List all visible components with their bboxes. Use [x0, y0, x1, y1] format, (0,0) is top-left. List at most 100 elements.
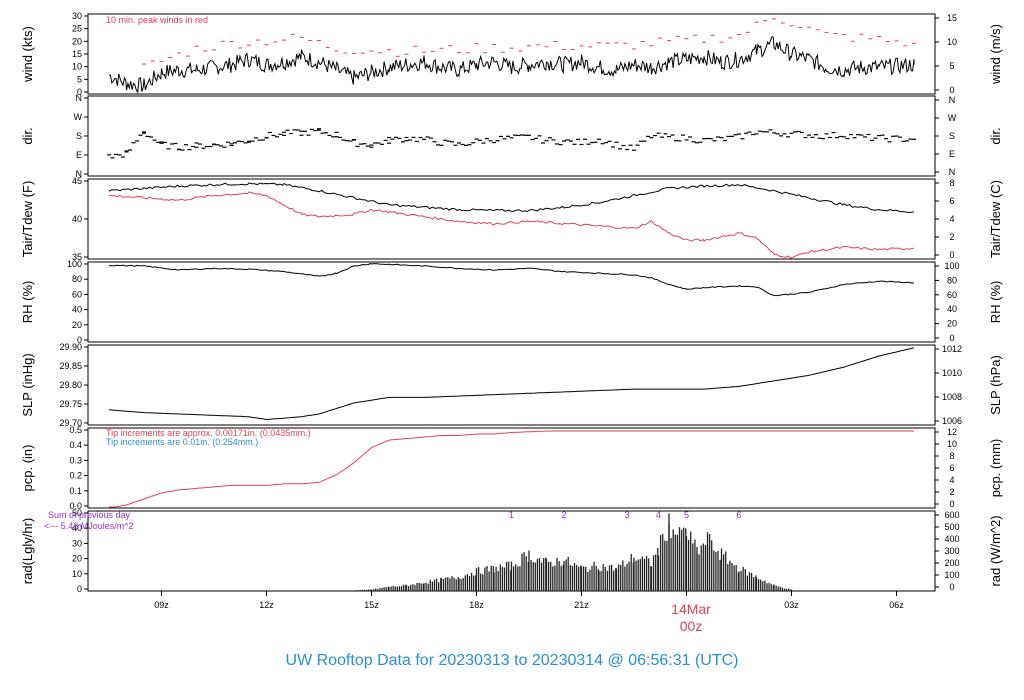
rad-ylabel-right: rad (W/m^2)	[988, 515, 1003, 586]
pcp-right-tick-label: 12	[947, 427, 957, 437]
dir-ylabel-right: dir.	[988, 127, 1003, 144]
footer-title: UW Rooftop Data for 20230313 to 20230314…	[286, 652, 739, 669]
dir-right-tick-label: E	[949, 149, 955, 159]
pcp-annotation-1: Tip increments are approx. 0.00171in. (0…	[106, 428, 311, 438]
pcp-right-tick-label: 4	[949, 475, 954, 485]
panel-temp: 35 40 45 0 2 4 6 8 Tair/Tdew (F) Tair/Tdew (C)	[20, 176, 1003, 262]
slp-frame	[87, 344, 936, 426]
rad-annotation-2: <--- 5.43 MJoules/m^2	[44, 521, 134, 531]
temp-ylabel-left: Tair/Tdew (F)	[20, 181, 35, 258]
slp-ylabel-right: SLP (hPa)	[988, 355, 1003, 415]
slp-right-tick-label: 1012	[942, 344, 962, 354]
slp-left-tick-label: 29.70	[59, 418, 82, 428]
rh-right-tick-label: 20	[947, 319, 957, 329]
temp-left-tick-label: 35	[72, 252, 82, 262]
dir-left-tick-label: N	[76, 169, 83, 179]
temp-left-tick-label: 40	[72, 214, 82, 224]
dir-right-tick-label: S	[949, 131, 955, 141]
pcp-series-line	[109, 430, 914, 508]
slp-right-tick-label: 1006	[942, 416, 962, 426]
wind-series-line	[108, 36, 915, 94]
rad-right-tick-label: 100	[944, 570, 959, 580]
temp-ylabel-right: Tair/Tdew (C)	[988, 180, 1003, 258]
slp-series-line	[108, 347, 915, 421]
rh-right-tick-label: 0	[949, 333, 954, 343]
temp-series-line	[108, 182, 914, 214]
rh-left-tick-label: 60	[72, 289, 82, 299]
wind-left-tick-label: 0	[77, 87, 82, 97]
rh-left-tick-label: 40	[72, 305, 82, 315]
slp-left-tick-label: 29.75	[59, 399, 82, 409]
slp-right-tick-label: 1010	[942, 368, 962, 378]
pcp-ylabel-right: pcp. (mm)	[988, 439, 1003, 498]
pcp-right-tick-label: 2	[949, 487, 954, 497]
x-tick-label: 12z	[259, 600, 274, 610]
date-marker-day: 14Mar	[671, 601, 711, 617]
slp-left-tick-label: 29.80	[59, 380, 82, 390]
temp-frame	[87, 178, 936, 260]
date-marker-time: 00z	[680, 618, 703, 634]
wind-right-tick-label: 5	[949, 61, 954, 71]
temp-right-tick-label: 2	[949, 232, 954, 242]
rad-hour-marker: 2	[561, 510, 566, 520]
dir-right-tick-label: N	[949, 167, 956, 177]
panel-rad: 010203040500100200300400500600rad(Lgly/h…	[20, 508, 1003, 594]
rh-right-tick-label: 100	[944, 261, 959, 271]
panel-pcp: 0.0 0.1 0.2 0.3 0.4 0.5 0 2 4 6 8 10 12 pcp. (in) pcp.…	[20, 425, 1003, 511]
x-axis: 09z 12z 15z 18z 21z 03z 06z	[154, 591, 904, 610]
rad-left-tick-label: 30	[72, 538, 82, 548]
x-tick-label: 06z	[889, 600, 904, 610]
rad-left-tick-label: 20	[72, 554, 82, 564]
x-tick-label: 15z	[364, 600, 379, 610]
rad-ylabel-left: rad(Lgly/hr)	[20, 518, 35, 584]
temp-right-tick-label: 4	[949, 214, 954, 224]
x-tick-label: 21z	[574, 600, 589, 610]
slp-ylabel-left: SLP (inHg)	[20, 353, 35, 416]
dir-ylabel-left: dir.	[20, 127, 35, 144]
pcp-left-tick-label: 0.1	[69, 486, 82, 496]
rh-left-tick-label: 20	[72, 320, 82, 330]
temp-series-line	[108, 191, 915, 259]
pcp-right-tick-label: 6	[949, 463, 954, 473]
temp-left-tick-label: 45	[72, 176, 82, 186]
rad-hour-marker: 5	[684, 510, 689, 520]
wind-ylabel-left: wind (kts)	[20, 26, 35, 83]
panel-wind: 0 5 10 15 20 25 30 0 5 10 15 wind (kts) wind (m/s) 10…	[20, 11, 1003, 97]
pcp-left-tick-label: 0.4	[69, 440, 82, 450]
rad-right-tick-label: 0	[949, 582, 954, 592]
wind-left-tick-label: 15	[72, 49, 82, 59]
rad-left-tick-label: 40	[72, 523, 82, 533]
dir-frame	[87, 95, 936, 177]
rh-left-tick-label: 100	[67, 259, 82, 269]
rh-ylabel-right: RH (%)	[988, 281, 1003, 324]
rad-hour-marker: 4	[656, 510, 661, 520]
wind-right-tick-label: 10	[947, 37, 957, 47]
dir-left-tick-label: S	[76, 131, 82, 141]
pcp-right-tick-label: 10	[947, 439, 957, 449]
rad-right-tick-label: 300	[944, 546, 959, 556]
wind-left-tick-label: 5	[77, 74, 82, 84]
rh-right-tick-label: 80	[947, 275, 957, 285]
rh-series-line	[108, 263, 915, 297]
panel-slp: 29.70 29.75 29.80 29.85 29.90 1006 1008 1010 101…	[20, 342, 1003, 428]
rad-hour-marker: 6	[736, 510, 741, 520]
temp-right-tick-label: 6	[949, 196, 954, 206]
rad-right-tick-label: 400	[944, 534, 959, 544]
rad-left-tick-label: 10	[72, 569, 82, 579]
wind-right-tick-label: 15	[947, 13, 957, 23]
pcp-left-tick-label: 0.0	[69, 501, 82, 511]
dir-right-tick-label: N	[949, 95, 956, 105]
slp-left-tick-label: 29.85	[59, 361, 82, 371]
wind-left-tick-label: 25	[72, 24, 82, 34]
dir-left-tick-label: N	[76, 93, 83, 103]
rad-left-tick-label: 0	[77, 584, 82, 594]
wind-left-tick-label: 10	[72, 62, 82, 72]
wind-frame	[87, 13, 936, 95]
pcp-left-tick-label: 0.5	[69, 425, 82, 435]
rad-right-tick-label: 200	[944, 558, 959, 568]
slp-left-tick-label: 29.90	[59, 342, 82, 352]
rh-ylabel-left: RH (%)	[20, 281, 35, 324]
x-tick-label: 09z	[154, 600, 169, 610]
rh-frame	[87, 261, 936, 343]
